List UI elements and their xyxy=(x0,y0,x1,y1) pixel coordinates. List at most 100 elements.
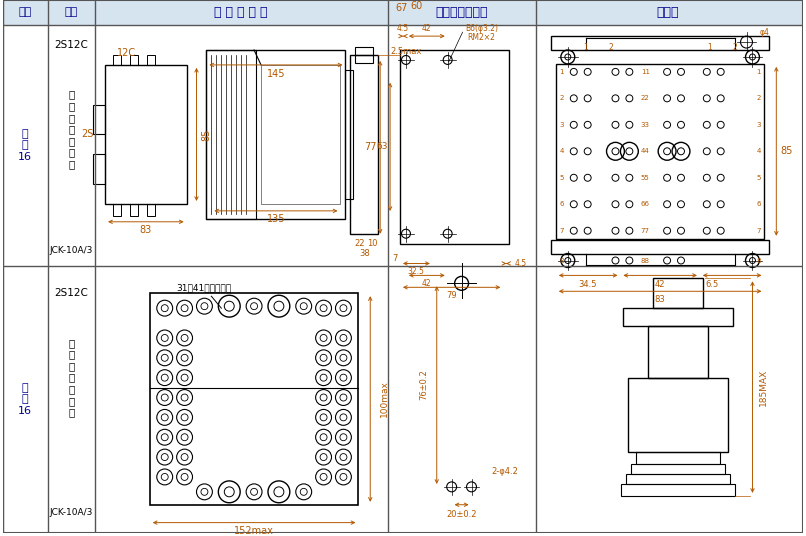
Bar xyxy=(261,65,340,204)
Text: 凸
出
式
板
后
接
线: 凸 出 式 板 后 接 线 xyxy=(69,90,74,169)
Text: 3: 3 xyxy=(756,122,761,128)
Text: 1: 1 xyxy=(708,42,713,51)
Bar xyxy=(648,326,708,378)
Text: JCK-10A/3: JCK-10A/3 xyxy=(50,508,93,517)
Bar xyxy=(355,47,373,55)
Text: 4: 4 xyxy=(559,148,564,154)
Text: 63: 63 xyxy=(376,142,388,151)
Text: JCK-10A/3: JCK-10A/3 xyxy=(50,246,93,255)
Text: 88: 88 xyxy=(641,257,650,264)
Text: 42: 42 xyxy=(422,279,432,288)
Text: 外 形 尺 寸 圖: 外 形 尺 寸 圖 xyxy=(214,6,268,19)
Text: 6: 6 xyxy=(756,201,761,207)
Text: 185MAX: 185MAX xyxy=(759,369,768,406)
Text: 66: 66 xyxy=(641,201,650,207)
Text: 4.5: 4.5 xyxy=(397,24,409,33)
Bar xyxy=(631,464,725,474)
Text: 1: 1 xyxy=(756,69,761,75)
Text: 8: 8 xyxy=(559,257,564,264)
Text: 44: 44 xyxy=(641,148,650,154)
Text: 7: 7 xyxy=(559,228,564,234)
Text: 端子图: 端子图 xyxy=(657,6,679,19)
Text: 31、41为电流端子: 31、41为电流端子 xyxy=(177,284,232,293)
Text: 22: 22 xyxy=(641,95,650,101)
Bar xyxy=(113,204,121,216)
Bar xyxy=(147,55,155,65)
Bar xyxy=(623,308,733,326)
Bar xyxy=(130,204,138,216)
Bar xyxy=(636,452,720,464)
Text: 結構: 結構 xyxy=(64,8,78,17)
Text: 附
图
16: 附 图 16 xyxy=(18,383,31,416)
Text: 83: 83 xyxy=(139,225,152,235)
Text: 77: 77 xyxy=(364,143,376,152)
Text: 38: 38 xyxy=(359,249,370,258)
Bar xyxy=(147,204,155,216)
Bar xyxy=(113,55,121,65)
Text: 8: 8 xyxy=(756,257,761,264)
Bar xyxy=(93,154,105,184)
Text: 55: 55 xyxy=(641,175,650,181)
Text: 67: 67 xyxy=(396,3,408,13)
Text: 圖號: 圖號 xyxy=(18,8,31,17)
Bar xyxy=(400,50,509,244)
Text: 2S12C: 2S12C xyxy=(55,40,89,50)
Text: RM2×2: RM2×2 xyxy=(467,33,496,42)
Text: 3: 3 xyxy=(559,122,564,128)
Text: B6(φ3.2): B6(φ3.2) xyxy=(465,24,498,33)
Bar xyxy=(626,474,729,484)
Text: 11: 11 xyxy=(641,69,650,75)
Text: 7: 7 xyxy=(393,254,397,263)
Text: 6: 6 xyxy=(559,201,564,207)
Text: 12C: 12C xyxy=(118,48,136,58)
Text: 83: 83 xyxy=(654,295,666,304)
Bar xyxy=(150,293,359,505)
Text: 79: 79 xyxy=(447,291,457,300)
Bar xyxy=(351,55,378,234)
Bar xyxy=(629,378,728,452)
Text: 5: 5 xyxy=(559,175,564,181)
Text: 2S12C: 2S12C xyxy=(55,288,89,298)
Bar xyxy=(346,70,353,199)
Text: 2: 2 xyxy=(732,42,737,51)
Text: 5: 5 xyxy=(756,175,761,181)
Text: 2S: 2S xyxy=(81,129,93,139)
Text: 2-φ4.2: 2-φ4.2 xyxy=(492,467,518,477)
Text: 2.5max: 2.5max xyxy=(390,47,422,56)
Text: 4: 4 xyxy=(756,148,761,154)
Bar xyxy=(653,278,703,308)
Text: 凸
出
式
板
前
接
线: 凸 出 式 板 前 接 线 xyxy=(69,338,74,418)
Text: 42: 42 xyxy=(655,280,666,289)
Text: 2: 2 xyxy=(609,42,613,51)
Bar xyxy=(621,484,734,496)
Text: 145: 145 xyxy=(267,69,285,79)
Bar xyxy=(206,50,346,219)
Text: 安装开孔尺寸图: 安装开孔尺寸图 xyxy=(435,6,488,19)
Text: 10: 10 xyxy=(367,239,377,248)
Text: 34.5: 34.5 xyxy=(579,280,597,289)
Text: 1: 1 xyxy=(559,69,564,75)
Text: 85: 85 xyxy=(780,146,792,157)
Text: 4.5: 4.5 xyxy=(514,259,526,268)
Text: 7: 7 xyxy=(756,228,761,234)
Text: φ4: φ4 xyxy=(759,28,770,36)
Bar xyxy=(3,1,803,25)
Text: 135: 135 xyxy=(267,214,285,224)
Text: 32.5: 32.5 xyxy=(408,267,424,276)
Text: 100max: 100max xyxy=(380,380,388,417)
Bar xyxy=(355,55,373,63)
Text: 33: 33 xyxy=(641,122,650,128)
Text: 22: 22 xyxy=(354,239,364,248)
Text: 2: 2 xyxy=(559,95,564,101)
Text: 76±0.2: 76±0.2 xyxy=(419,369,428,400)
Text: 152max: 152max xyxy=(234,526,274,535)
Text: 85: 85 xyxy=(202,128,211,140)
Bar xyxy=(551,36,770,50)
Text: 附
图
16: 附 图 16 xyxy=(18,129,31,162)
Bar xyxy=(93,105,105,135)
Bar xyxy=(551,240,770,254)
Text: 20±0.2: 20±0.2 xyxy=(447,510,477,519)
Text: 2: 2 xyxy=(756,95,761,101)
Bar xyxy=(206,50,256,219)
Text: 1: 1 xyxy=(584,42,588,51)
